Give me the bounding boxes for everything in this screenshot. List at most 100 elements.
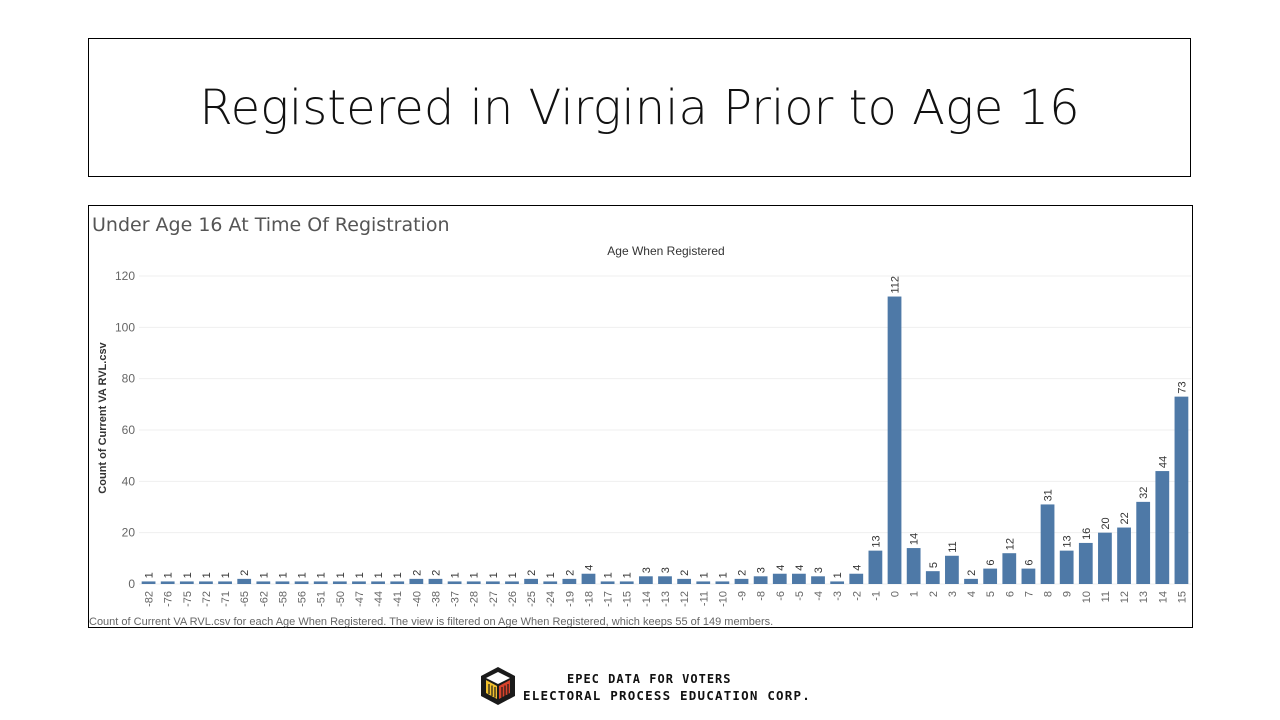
x-tick-label: -76: [163, 591, 175, 607]
x-tick-label: -28: [469, 591, 481, 607]
data-label: 4: [851, 565, 863, 571]
x-tick-label: -2: [851, 591, 863, 601]
data-label: 32: [1138, 487, 1150, 499]
bar: [772, 573, 787, 584]
data-label: 31: [1043, 489, 1055, 501]
bar: [199, 581, 213, 584]
bar: [428, 578, 443, 584]
x-tick-label: 15: [1176, 591, 1188, 603]
slide-title: Registered in Virginia Prior to Age 16: [199, 79, 1080, 136]
data-label: 1: [277, 572, 289, 578]
y-tick-label: 120: [115, 269, 135, 283]
y-tick-label: 0: [128, 577, 135, 591]
x-tick-label: -26: [507, 591, 519, 607]
data-label: 2: [966, 570, 978, 576]
y-tick-label: 60: [122, 423, 136, 437]
epec-cube-logo-icon: [481, 667, 515, 705]
data-label: 1: [603, 572, 615, 578]
bar: [505, 581, 519, 584]
data-label: 11: [947, 541, 959, 552]
x-tick-label: -71: [220, 591, 232, 607]
column-header: Age When Registered: [607, 244, 724, 258]
x-tick-label: 4: [966, 591, 978, 597]
data-label: 1: [316, 572, 328, 578]
x-tick-label: 12: [1119, 591, 1131, 603]
bar: [466, 581, 481, 584]
data-label: 44: [1157, 456, 1169, 468]
x-tick-label: -82: [144, 591, 156, 607]
bar-chart: Under Age 16 At Time Of Registration Age…: [89, 214, 1191, 628]
x-tick-label: -14: [641, 591, 653, 607]
bar: [1117, 527, 1131, 584]
data-label: 73: [1176, 381, 1188, 393]
x-tick-label: -1: [870, 591, 882, 601]
data-label: 1: [698, 572, 710, 578]
data-label: 1: [220, 572, 232, 578]
x-tick-label: -17: [603, 591, 615, 607]
x-tick-label: -13: [660, 591, 672, 607]
bar: [887, 296, 902, 584]
data-label: 1: [488, 572, 500, 578]
x-tick-label: 9: [1062, 591, 1074, 597]
bars: [141, 296, 1189, 584]
bar: [925, 571, 940, 584]
footer-org-name: ELECTORAL PROCESS EDUCATION CORP.: [523, 688, 811, 703]
bar: [1136, 501, 1151, 584]
bar: [275, 581, 290, 584]
bar: [792, 573, 806, 584]
bar: [141, 581, 156, 584]
x-tick-label: -19: [564, 591, 576, 607]
x-tick-label: -10: [717, 591, 729, 607]
bar: [332, 581, 347, 584]
bar: [409, 578, 424, 584]
bar: [849, 573, 864, 584]
bar: [524, 578, 538, 584]
data-label: 2: [737, 570, 749, 576]
data-label: 3: [813, 567, 825, 573]
x-tick-label: 14: [1157, 591, 1169, 603]
bar: [1002, 553, 1017, 584]
x-tick-label: 11: [1100, 591, 1112, 602]
title-box: Registered in Virginia Prior to Age 16: [88, 38, 1191, 177]
y-tick-label: 40: [122, 474, 136, 488]
data-label: 13: [1062, 535, 1074, 547]
bar: [696, 581, 711, 584]
bar: [1174, 396, 1189, 584]
data-label: 4: [775, 565, 787, 571]
data-label: 3: [660, 567, 672, 573]
x-tick-label: -72: [201, 591, 213, 607]
data-label: 2: [526, 570, 538, 576]
bar: [294, 581, 309, 584]
data-label: 1: [717, 572, 729, 578]
data-label: 6: [1023, 559, 1035, 565]
bar: [1040, 504, 1055, 584]
data-label: 1: [469, 572, 481, 578]
data-label: 1: [297, 572, 309, 578]
x-tick-label: -3: [832, 591, 844, 601]
data-label: 1: [258, 572, 270, 578]
bar: [638, 576, 653, 584]
data-label: 2: [679, 570, 691, 576]
data-label: 1: [507, 572, 519, 578]
x-tick-label: -15: [622, 591, 634, 607]
data-label: 1: [182, 572, 194, 578]
data-label: 14: [909, 533, 921, 545]
bar: [562, 578, 577, 584]
y-tick-label: 20: [122, 526, 136, 540]
y-tick-label: 100: [115, 320, 135, 334]
x-tick-label: -41: [392, 591, 404, 607]
x-tick-label: -25: [526, 591, 538, 607]
data-label: 3: [641, 567, 653, 573]
x-tick-label: -38: [430, 591, 442, 607]
bar: [983, 568, 998, 584]
data-label: 16: [1081, 528, 1093, 540]
bar: [964, 578, 978, 584]
x-tick-label: -47: [354, 591, 366, 607]
bar: [945, 555, 959, 584]
bar: [1059, 550, 1074, 584]
data-label: 1: [373, 572, 385, 578]
bar: [352, 581, 366, 584]
bar: [1098, 532, 1112, 584]
x-tick-label: -9: [737, 591, 749, 601]
data-label: 6: [985, 559, 997, 565]
